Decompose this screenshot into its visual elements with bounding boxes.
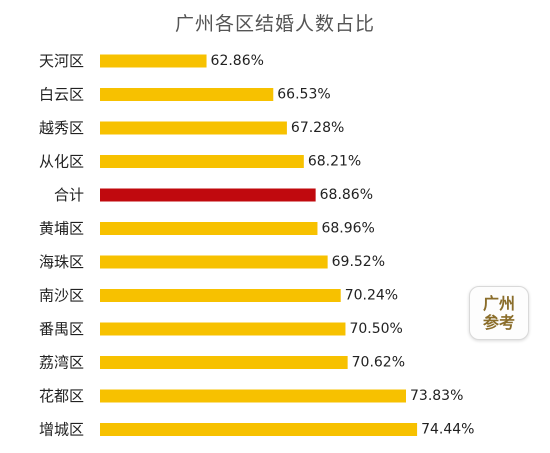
category-label: 从化区 <box>39 153 84 171</box>
bar <box>100 389 406 403</box>
bar <box>100 423 418 436</box>
category-label: 番禺区 <box>39 320 84 338</box>
data-label: 70.62% <box>352 355 405 371</box>
bar <box>100 155 304 168</box>
logo-line-2: 参考 <box>482 313 515 332</box>
bar <box>100 121 287 135</box>
data-label: 68.21% <box>308 154 361 170</box>
category-label: 白云区 <box>39 86 84 104</box>
bar <box>100 289 341 302</box>
bar <box>100 222 318 235</box>
logo-line-1: 广州 <box>482 294 515 313</box>
bar <box>100 322 346 336</box>
category-label: 南沙区 <box>39 287 84 305</box>
category-label: 增城区 <box>39 421 84 439</box>
data-label: 74.44% <box>421 422 474 438</box>
data-label: 69.52% <box>332 254 385 270</box>
category-label: 花都区 <box>39 387 84 405</box>
category-label: 荔湾区 <box>39 354 84 372</box>
category-label: 天河区 <box>39 52 84 70</box>
category-label: 海珠区 <box>39 253 84 271</box>
chart-title: 广州各区结婚人数占比 <box>174 13 375 35</box>
category-label: 黄埔区 <box>39 220 84 238</box>
data-label: 66.53% <box>277 87 330 103</box>
data-label: 70.50% <box>349 321 402 337</box>
data-label: 70.24% <box>345 288 398 304</box>
bar <box>100 255 328 269</box>
data-label: 68.96% <box>321 221 374 237</box>
category-label: 合计 <box>54 186 84 204</box>
data-label: 73.83% <box>410 388 463 404</box>
guangzhou-cankao-logo: 广州 参考 <box>469 286 529 340</box>
data-label: 62.86% <box>211 53 264 69</box>
bar <box>100 188 316 202</box>
bar <box>100 54 207 68</box>
category-label: 越秀区 <box>39 119 84 137</box>
bar <box>100 88 274 101</box>
bar <box>100 356 348 369</box>
data-label: 68.86% <box>320 187 373 203</box>
data-label: 67.28% <box>291 120 344 136</box>
